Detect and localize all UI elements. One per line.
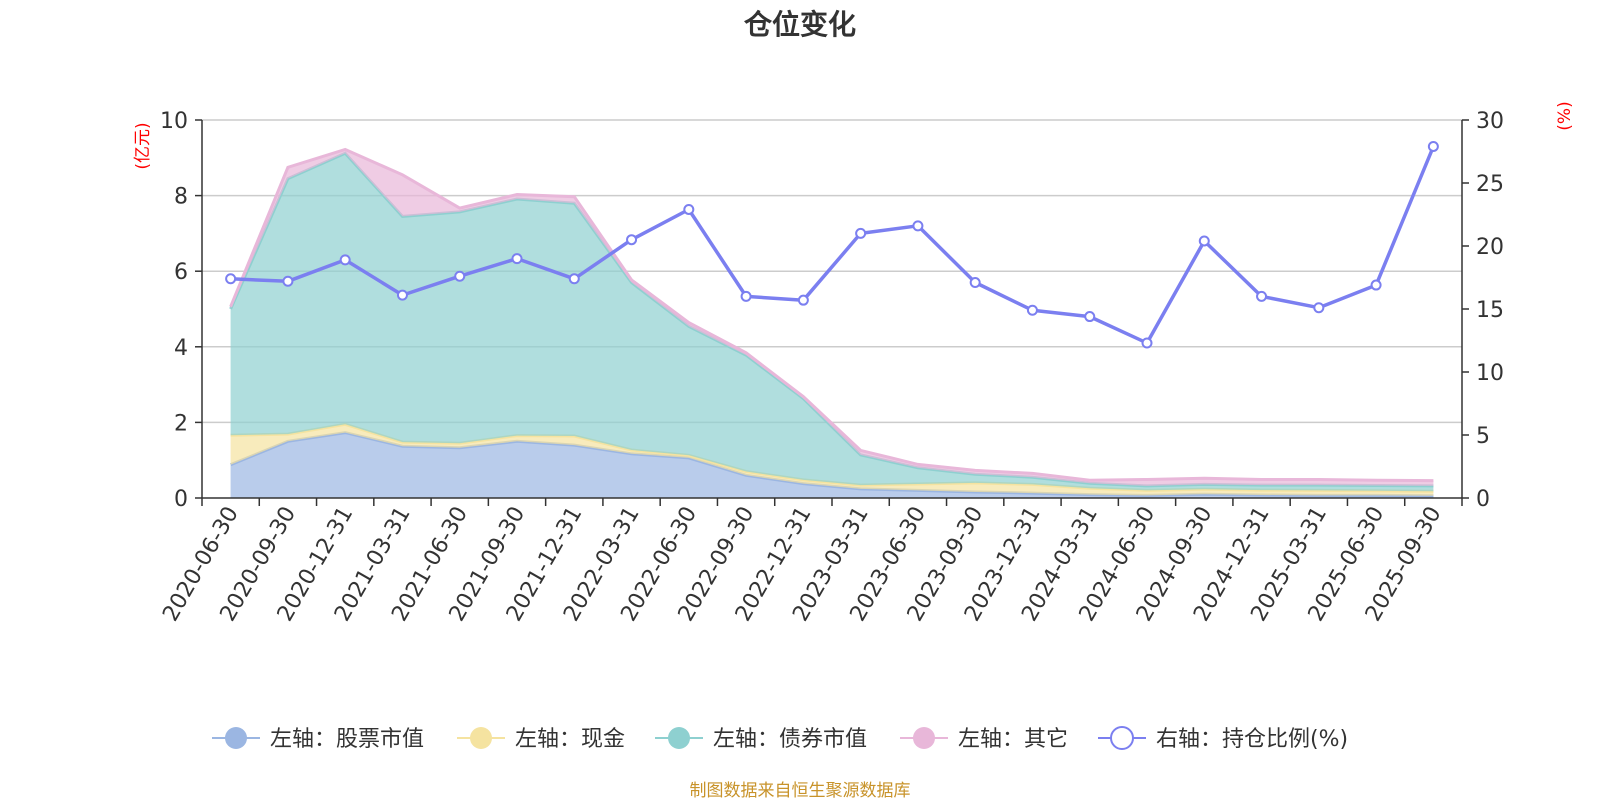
ratio-point (969, 277, 981, 289)
data-source-note: 制图数据来自恒生聚源数据库 (690, 781, 911, 800)
legend-marker (913, 727, 935, 749)
legend-label: 左轴：现金 (515, 727, 625, 752)
legend-label: 左轴：债券市值 (713, 727, 867, 752)
legend-marker (1110, 726, 1134, 750)
ratio-point (1256, 290, 1268, 302)
ratio-point (1198, 235, 1210, 247)
left-axis-tick-label: 6 (174, 260, 188, 285)
ratio-line (225, 140, 1439, 349)
ratio-point (454, 270, 466, 282)
left-axis-tick-label: 2 (174, 411, 188, 436)
left-axis-tick-label: 4 (174, 336, 188, 361)
ratio-point (797, 294, 809, 306)
legend-item: 左轴：债券市值 (655, 727, 867, 752)
right-axis-tick-label: 5 (1476, 424, 1490, 449)
ratio-point (511, 253, 523, 265)
area-左轴：债券市值 (230, 153, 1434, 492)
ratio-point (1084, 311, 1096, 323)
ratio-point (225, 273, 237, 285)
left-axis-tick-label: 8 (174, 185, 188, 210)
legend-item: 右轴：持仓比例(%) (1098, 726, 1348, 752)
left-axis-unit: (亿元) (133, 122, 153, 169)
legend-marker (470, 727, 492, 749)
right-axis-unit: (%) (1555, 101, 1575, 130)
ratio-point (683, 203, 695, 215)
ratio-point (1370, 279, 1382, 291)
ratio-point (1313, 302, 1325, 314)
legend-label: 右轴：持仓比例(%) (1156, 727, 1348, 752)
ratio-point (740, 290, 752, 302)
area-edge-左轴：其它 (229, 147, 1434, 483)
ratio-point (1026, 304, 1038, 316)
legend-label: 左轴：其它 (958, 727, 1068, 752)
legend: 左轴：股票市值 左轴：现金 左轴：债券市值 左轴：其它 右轴：持仓比例(%) (212, 726, 1348, 752)
chart-title: 仓位变化 (744, 8, 856, 41)
ratio-point (282, 275, 294, 287)
area-左轴：股票市值 (230, 432, 1434, 498)
area-layers (229, 147, 1434, 498)
ratio-point (568, 273, 580, 285)
right-axis-tick-label: 0 (1476, 487, 1490, 512)
legend-marker (668, 727, 690, 749)
left-axis-tick-label: 10 (160, 109, 188, 134)
ratio-point (1141, 337, 1153, 349)
area-左轴：现金 (230, 424, 1434, 496)
right-axis-tick-label: 10 (1476, 361, 1504, 386)
left-axis-tick-label: 0 (174, 487, 188, 512)
ratio-point (912, 220, 924, 232)
ratio-point (396, 289, 408, 301)
legend-item: 左轴：现金 (457, 727, 625, 752)
ratio-point (626, 234, 638, 246)
legend-item: 左轴：股票市值 (212, 727, 424, 752)
ratio-point (339, 254, 351, 266)
right-axis-tick-label: 30 (1476, 109, 1504, 134)
legend-marker (225, 727, 247, 749)
ratio-point (855, 227, 867, 239)
right-axis-tick-label: 20 (1476, 235, 1504, 260)
legend-label: 左轴：股票市值 (270, 727, 424, 752)
right-axis-tick-label: 25 (1476, 172, 1504, 197)
ratio-line-path (230, 145, 1436, 345)
legend-item: 左轴：其它 (900, 727, 1068, 752)
ratio-point (1427, 140, 1439, 152)
right-axis-tick-label: 15 (1476, 298, 1504, 323)
